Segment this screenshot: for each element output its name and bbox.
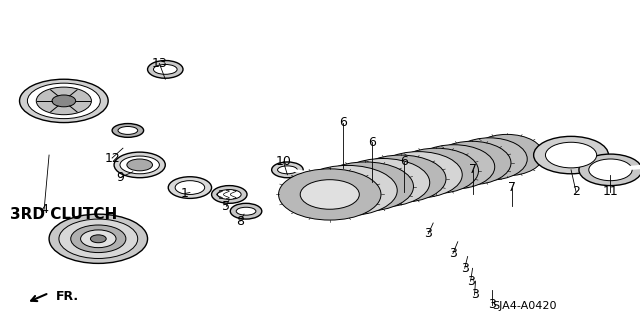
Text: 3: 3	[424, 227, 432, 240]
Ellipse shape	[112, 123, 143, 137]
Text: 6: 6	[368, 136, 376, 149]
Ellipse shape	[175, 181, 205, 195]
Text: 3: 3	[488, 298, 496, 311]
Ellipse shape	[413, 145, 495, 189]
Ellipse shape	[579, 154, 640, 186]
Ellipse shape	[59, 219, 138, 258]
Ellipse shape	[81, 230, 116, 248]
Ellipse shape	[118, 127, 138, 134]
Ellipse shape	[433, 155, 475, 179]
Text: 2: 2	[572, 185, 580, 198]
Text: 3: 3	[449, 247, 457, 260]
Ellipse shape	[236, 207, 256, 215]
Ellipse shape	[394, 148, 479, 194]
Ellipse shape	[338, 173, 392, 201]
Text: 1: 1	[181, 187, 189, 200]
Ellipse shape	[230, 203, 262, 219]
Text: 5: 5	[222, 200, 230, 213]
Ellipse shape	[127, 159, 152, 171]
Ellipse shape	[317, 162, 413, 211]
Ellipse shape	[278, 169, 381, 220]
Ellipse shape	[490, 144, 525, 166]
Text: 10: 10	[276, 155, 291, 168]
Ellipse shape	[357, 169, 409, 196]
Text: 7: 7	[508, 181, 516, 194]
Ellipse shape	[545, 142, 596, 168]
Ellipse shape	[52, 95, 76, 107]
Ellipse shape	[534, 136, 609, 174]
Text: 7: 7	[468, 163, 477, 176]
Ellipse shape	[413, 159, 459, 183]
Text: FR.: FR.	[56, 290, 79, 303]
Text: 3: 3	[461, 262, 468, 275]
Ellipse shape	[451, 151, 492, 174]
Ellipse shape	[336, 159, 429, 207]
Text: 8: 8	[236, 215, 244, 227]
Ellipse shape	[376, 166, 426, 192]
Text: 13: 13	[152, 57, 167, 70]
Ellipse shape	[71, 225, 126, 253]
Text: SJA4-A0420: SJA4-A0420	[492, 301, 557, 311]
Ellipse shape	[218, 189, 241, 199]
Ellipse shape	[451, 138, 527, 180]
Ellipse shape	[120, 156, 159, 174]
Ellipse shape	[470, 148, 508, 170]
Ellipse shape	[298, 166, 397, 216]
Text: 3: 3	[470, 288, 479, 301]
Ellipse shape	[278, 166, 297, 174]
Ellipse shape	[395, 162, 442, 188]
Text: 11: 11	[603, 185, 618, 198]
Ellipse shape	[300, 180, 359, 209]
Ellipse shape	[114, 152, 165, 178]
Ellipse shape	[212, 186, 247, 203]
Ellipse shape	[319, 176, 376, 205]
Ellipse shape	[470, 134, 543, 176]
Text: 9: 9	[116, 171, 124, 184]
Ellipse shape	[589, 159, 632, 181]
Ellipse shape	[90, 235, 106, 243]
Ellipse shape	[432, 141, 511, 185]
Ellipse shape	[168, 177, 212, 198]
Text: 3: 3	[467, 275, 474, 288]
Ellipse shape	[36, 87, 92, 115]
Ellipse shape	[20, 79, 108, 122]
Ellipse shape	[148, 61, 183, 78]
Ellipse shape	[154, 64, 177, 74]
Text: 6: 6	[400, 155, 408, 168]
Ellipse shape	[271, 162, 303, 178]
Text: 4: 4	[40, 203, 48, 216]
Text: 6: 6	[339, 116, 346, 129]
Text: 12: 12	[104, 152, 120, 165]
Ellipse shape	[374, 152, 462, 198]
Ellipse shape	[28, 83, 100, 119]
Ellipse shape	[355, 155, 446, 202]
Text: 3RD CLUTCH: 3RD CLUTCH	[10, 207, 118, 222]
Ellipse shape	[49, 214, 148, 263]
